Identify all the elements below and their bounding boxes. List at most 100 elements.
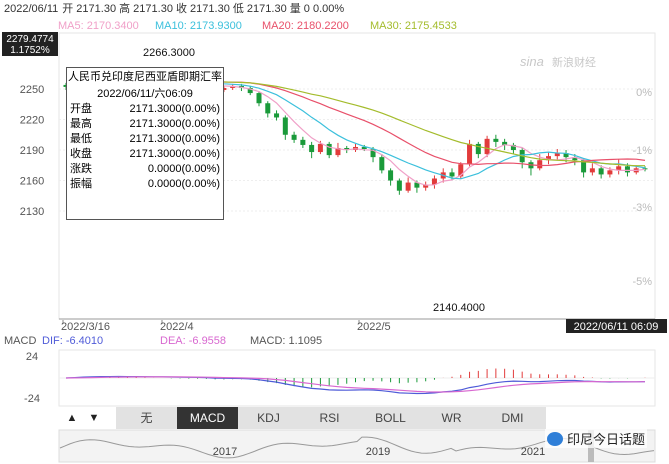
candle-body bbox=[563, 153, 569, 158]
candle-body bbox=[493, 138, 499, 142]
candle-body bbox=[581, 160, 587, 173]
tooltip-value: 2171.3000(0.00%) bbox=[129, 103, 220, 115]
price-tick: 2190 bbox=[20, 145, 44, 157]
price-tick: 2160 bbox=[20, 176, 44, 188]
candle-body bbox=[326, 143, 332, 156]
candle-body bbox=[546, 156, 551, 161]
tooltip-key: 最低 bbox=[70, 133, 92, 145]
tooltip-value: 2171.3000(0.00%) bbox=[129, 118, 220, 130]
candle-body bbox=[467, 143, 473, 165]
tooltip-row: 振幅 0.0000(0.00%) bbox=[67, 177, 223, 192]
main-grid bbox=[59, 88, 655, 212]
tooltip-key: 开盘 bbox=[70, 103, 92, 115]
tab-6[interactable]: DMI bbox=[501, 411, 524, 425]
candle-body bbox=[388, 170, 394, 181]
percent-tick: 0% bbox=[636, 87, 652, 99]
candle-body bbox=[458, 164, 464, 177]
header-date: 2022/06/11 bbox=[4, 3, 58, 15]
tab-1[interactable]: MACD bbox=[177, 407, 238, 429]
header-ohlc: 开 2171.30 高 2171.30 收 2171.30 低 2171.30 … bbox=[62, 1, 344, 15]
tab-3[interactable]: RSI bbox=[319, 411, 340, 425]
candle-body bbox=[335, 147, 341, 156]
price-tick: 2220 bbox=[20, 115, 44, 127]
candle-body bbox=[589, 168, 595, 173]
candle-body bbox=[344, 147, 350, 151]
chat-icon bbox=[547, 432, 563, 446]
candle-body bbox=[431, 178, 437, 185]
tooltip-row: 开盘 2171.3000(0.00%) bbox=[67, 102, 223, 117]
high-annotation: 2266.3000 bbox=[143, 47, 195, 59]
date-tick: 2022/3/16 bbox=[61, 321, 110, 333]
tab-5[interactable]: WR bbox=[441, 411, 462, 425]
scroll-down-icon[interactable]: ▼ bbox=[88, 412, 100, 424]
overview-year: 2017 bbox=[213, 446, 237, 458]
candle-body bbox=[256, 93, 262, 104]
candle-body bbox=[607, 170, 613, 175]
price-tick: 2130 bbox=[20, 206, 44, 218]
tooltip-key: 最高 bbox=[70, 118, 92, 130]
tab-2[interactable]: KDJ bbox=[257, 411, 280, 425]
candle-body bbox=[247, 87, 253, 94]
candle-body bbox=[291, 134, 297, 140]
macd-dif-label: DIF: -6.4010 bbox=[42, 335, 103, 347]
tooltip-key: 收盘 bbox=[70, 148, 92, 160]
bottom-watermark-text: 印尼今日话题 bbox=[567, 432, 646, 447]
overview-year: 2019 bbox=[366, 446, 390, 458]
candle-body bbox=[274, 113, 280, 118]
overview-years: 2017 2019 2021 bbox=[213, 446, 545, 458]
ma20-label: MA20: 2180.2200 bbox=[262, 20, 349, 32]
candle-body bbox=[510, 144, 516, 151]
indicator-tabs: 无 MACD KDJ RSI BOLL WR DMI bbox=[116, 407, 546, 429]
tab-0[interactable]: 无 bbox=[140, 411, 153, 425]
tooltip-row: 最高 2171.3000(0.00%) bbox=[67, 117, 223, 132]
overview-year: 2021 bbox=[521, 446, 545, 458]
candle-body bbox=[265, 103, 271, 114]
candle-body bbox=[396, 180, 402, 191]
tooltip-value: 0.0000(0.00%) bbox=[147, 178, 220, 190]
tooltip-row: 涨跌 0.0000(0.00%) bbox=[67, 162, 223, 177]
candle-body bbox=[502, 141, 508, 145]
tooltip-value: 2171.3000(0.00%) bbox=[129, 148, 220, 160]
candle-body bbox=[317, 143, 323, 153]
candle-body bbox=[423, 184, 429, 188]
candle-body bbox=[537, 160, 543, 169]
tooltip-row: 最低 2171.3000(0.00%) bbox=[67, 132, 223, 147]
percent-tick: -1% bbox=[632, 145, 652, 157]
price-axis: 2130 2160 2190 2220 2250 bbox=[20, 84, 44, 218]
tooltip-title: 人民币兑印度尼西亚盾即期汇率 bbox=[68, 71, 222, 83]
macd-plot bbox=[59, 368, 655, 395]
price-box bbox=[2, 32, 58, 56]
candle-body bbox=[282, 117, 288, 135]
macd-title: MACD bbox=[4, 335, 36, 347]
candle-body bbox=[598, 168, 604, 175]
macd-axis: 24 -24 bbox=[24, 351, 40, 405]
bottom-watermark: 印尼今日话题 bbox=[545, 429, 648, 448]
tooltip-datetime: 2022/06/11/六06:09 bbox=[97, 88, 193, 100]
sina-watermark-text: 新浪财经 bbox=[552, 55, 596, 69]
price-box-value: 2279.4774 bbox=[6, 34, 54, 45]
candle-body bbox=[449, 172, 455, 177]
macd-dea-label: DEA: -6.9558 bbox=[160, 335, 226, 347]
tooltip-key: 振幅 bbox=[70, 178, 92, 190]
tooltip-key: 涨跌 bbox=[70, 163, 92, 175]
scroll-left-icon[interactable]: ▲ bbox=[66, 412, 78, 424]
macd-dea-line bbox=[65, 376, 646, 393]
date-axis: 2022/3/16 2022/4 2022/5 bbox=[59, 318, 655, 333]
candle-body bbox=[414, 182, 420, 188]
macd-value-label: MACD: 1.1095 bbox=[250, 335, 322, 347]
price-box-pct: 1.1752% bbox=[10, 45, 50, 56]
date-tick: 2022/5 bbox=[357, 321, 391, 333]
candle-body bbox=[405, 182, 411, 191]
tab-4[interactable]: BOLL bbox=[375, 411, 406, 425]
ma5-label: MA5: 2170.3400 bbox=[58, 20, 139, 32]
candle-body bbox=[484, 138, 490, 155]
percent-tick: -5% bbox=[632, 276, 652, 288]
candle-body bbox=[379, 157, 385, 171]
last-date-box bbox=[566, 319, 667, 333]
percent-tick: -3% bbox=[632, 202, 652, 214]
candle-body bbox=[361, 146, 367, 149]
tooltip-value: 2171.3000(0.00%) bbox=[129, 133, 220, 145]
percent-axis: 0% -1% -3% -5% bbox=[632, 87, 652, 288]
candle-body bbox=[554, 153, 560, 157]
